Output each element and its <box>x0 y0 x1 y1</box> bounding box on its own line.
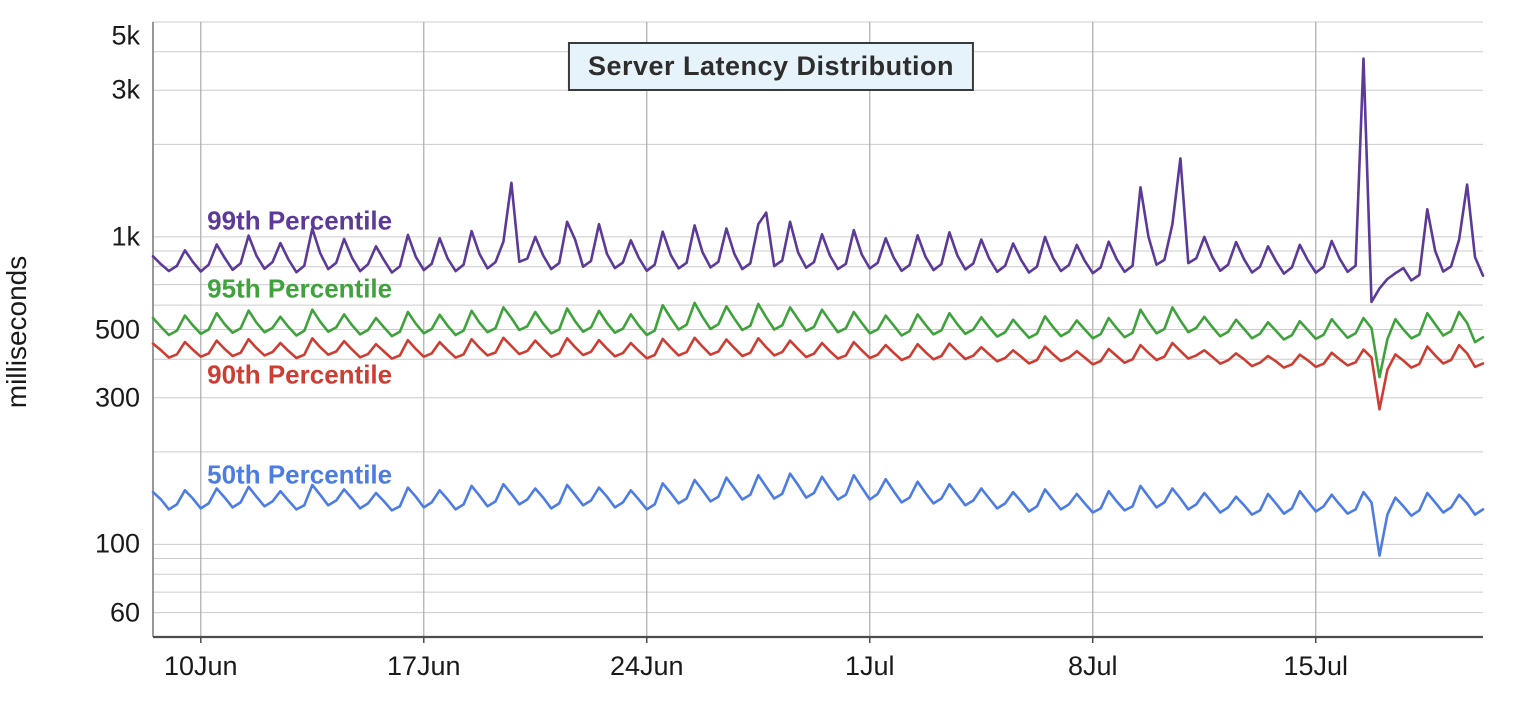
series-label-90th-percentile: 90th Percentile <box>207 359 393 390</box>
x-tick-label-17Jun: 17Jun <box>386 651 461 681</box>
y-tick-label-300: 300 <box>94 382 140 413</box>
chart-title: Server Latency Distribution <box>567 42 975 91</box>
x-tick-label-10Jun: 10Jun <box>163 651 238 681</box>
series-line-90th-percentile <box>151 336 1485 411</box>
y-tick-label-500: 500 <box>94 314 140 344</box>
series-line-99th-percentile <box>151 57 1485 304</box>
y-axis-title: milliseconds <box>1 255 32 409</box>
series-label-95th-percentile: 95th Percentile <box>207 273 393 304</box>
y-tick-label-1k: 1k <box>111 221 140 252</box>
series-line-95th-percentile <box>151 301 1485 379</box>
series-label-99th-percentile: 99th Percentile <box>207 205 393 236</box>
x-tick-label-15Jul: 15Jul <box>1283 651 1349 681</box>
plot-area[interactable] <box>153 22 1483 637</box>
y-tick-label-100: 100 <box>94 528 140 559</box>
series-label-50th-percentile: 50th Percentile <box>207 459 393 490</box>
x-tick-label-1Jul: 1Jul <box>845 651 895 681</box>
series-line-50th-percentile <box>151 472 1485 557</box>
y-tick-label-5k: 5k <box>111 20 140 51</box>
y-tick-label-60: 60 <box>109 597 140 628</box>
x-tick-label-8Jul: 8Jul <box>1067 651 1118 681</box>
x-tick-label-24Jun: 24Jun <box>609 651 684 681</box>
y-tick-label-3k: 3k <box>111 74 140 105</box>
